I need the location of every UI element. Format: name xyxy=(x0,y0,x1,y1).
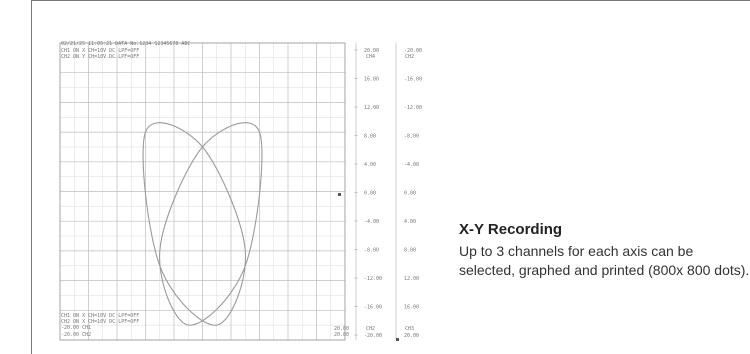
right-scale-label: -20.00 xyxy=(404,48,422,54)
right-scale-label: 0.00 xyxy=(404,191,416,197)
left-scale-label: 20.00 xyxy=(364,48,379,54)
channel-label-left: CH4 xyxy=(366,54,375,60)
bottom-right-value-1: 20.00 xyxy=(334,326,349,332)
footer-line-3: -20.00 CH1 xyxy=(61,325,91,331)
xy-trace-1 xyxy=(142,122,246,326)
channel-label-left-bottom: CH2 xyxy=(366,326,375,332)
left-scale-label: -20.00 xyxy=(364,333,382,339)
right-scale-label: 20.00 xyxy=(404,333,419,339)
left-scale-label: 0.00 xyxy=(364,191,376,197)
left-scale-label: -16.00 xyxy=(364,305,382,311)
footer-line-1: CH1 ON X CH=10V DC LPF=OFF xyxy=(61,313,139,319)
xy-trace-2 xyxy=(159,122,263,326)
caption-body: Up to 3 channels for each axis can be se… xyxy=(459,243,750,278)
left-scale-label: 4.00 xyxy=(364,162,376,168)
channel-label-right: CH2 xyxy=(405,54,414,60)
right-scale-label: 12.00 xyxy=(404,276,419,282)
plot-border xyxy=(59,42,346,341)
right-scale-label: 8.00 xyxy=(404,248,416,254)
footer-line-4: -20.00 CH2 xyxy=(61,332,91,338)
right-scale-label: -8.00 xyxy=(404,134,419,140)
printout-frame xyxy=(31,0,750,354)
header-line-3: CH2 ON Y CH=10V DC LPF=OFF xyxy=(61,54,139,60)
left-scale-label: 8.00 xyxy=(364,134,376,140)
bottom-right-value-2: 20.00 xyxy=(334,332,349,338)
right-scale-label: -12.00 xyxy=(404,105,422,111)
right-scale-label: 4.00 xyxy=(404,219,416,225)
left-scale-label: 12.00 xyxy=(364,105,379,111)
right-scale-label: -16.00 xyxy=(404,77,422,83)
zero-marker xyxy=(338,193,341,196)
right-scale-label: -4.00 xyxy=(404,162,419,168)
left-scale-label: -12.00 xyxy=(364,276,382,282)
footer-line-2: CH2 ON X CH=10V DC LPF=OFF xyxy=(61,319,139,325)
scale-end-marker xyxy=(396,338,399,341)
channel-label-right-bottom: CH3 xyxy=(405,326,414,332)
header-line-1: 02/21/25 11:05:21 DATA No.1234 12345678 … xyxy=(61,41,190,47)
caption-title: X-Y Recording xyxy=(459,221,563,238)
left-scale-label: -4.00 xyxy=(364,219,379,225)
left-scale-label: -8.00 xyxy=(364,248,379,254)
right-scale-label: 16.00 xyxy=(404,305,419,311)
header-line-2: CH1 ON X CH=10V DC LPF=OFF xyxy=(61,48,139,54)
left-scale-label: 16.00 xyxy=(364,77,379,83)
caption-block: X-Y Recording Up to 3 channels for each … xyxy=(459,221,750,280)
